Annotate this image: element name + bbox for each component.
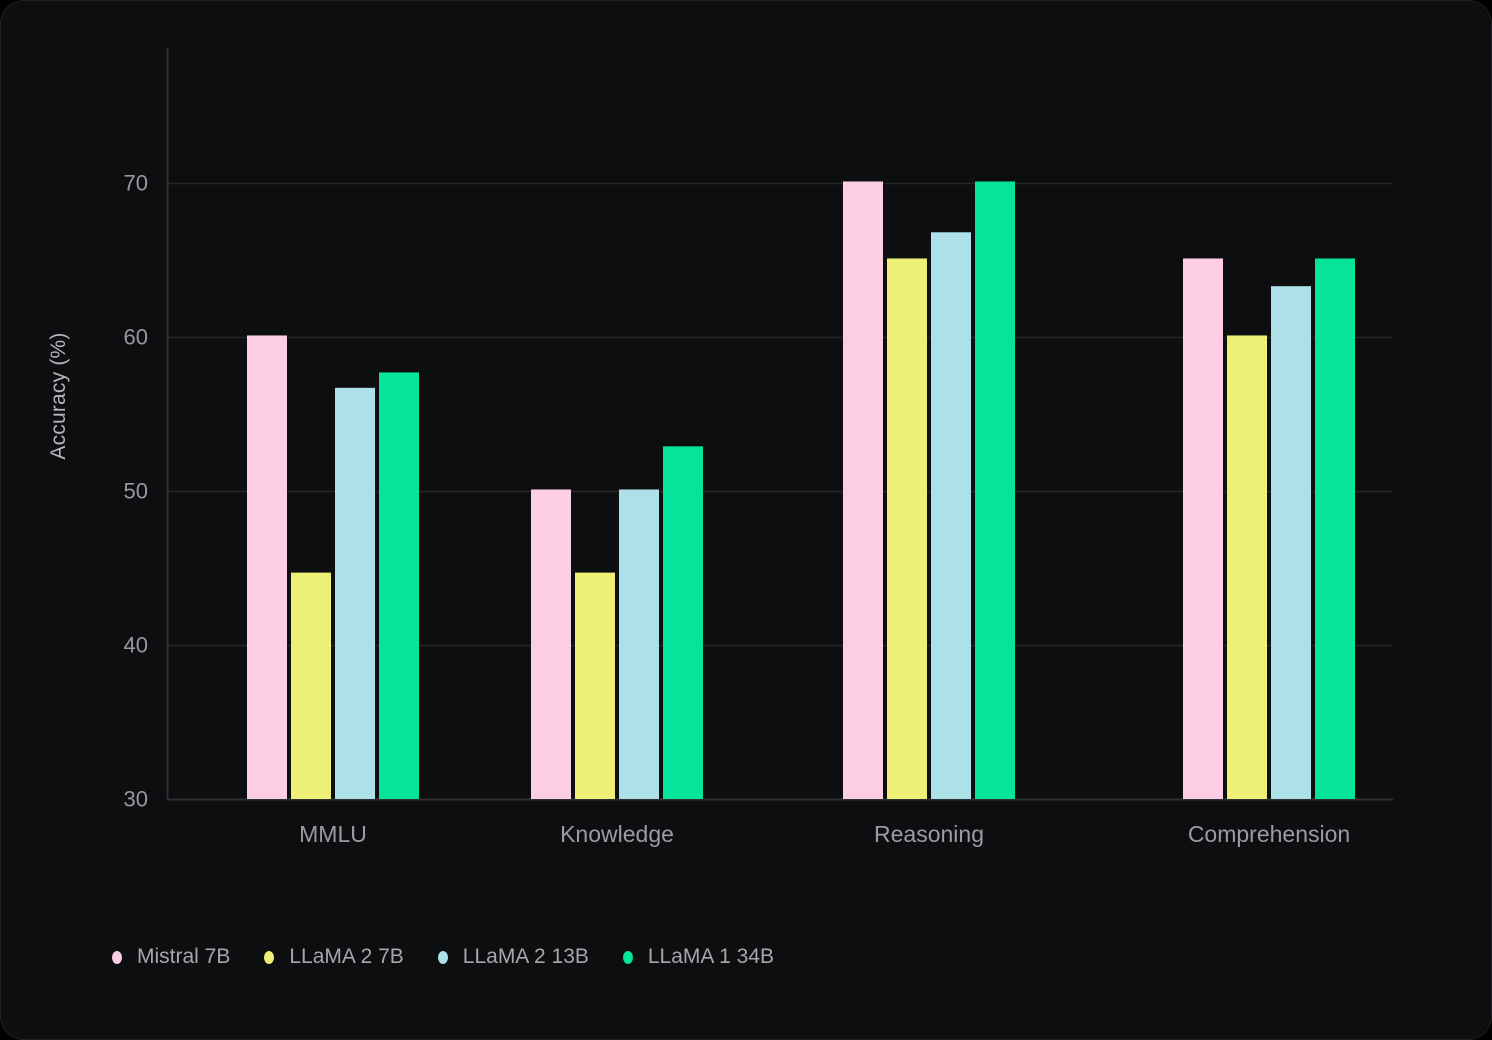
legend-dot-icon [437, 950, 448, 964]
bar-llama-1-34b-mmlu [379, 372, 419, 799]
bar-llama-2-7b-knowledge [575, 572, 615, 799]
legend-label: LLaMA 1 34B [647, 945, 774, 968]
x-category-label-reasoning: Reasoning [874, 821, 984, 847]
bar-llama-2-7b-comprehension [1227, 335, 1267, 799]
bar-mistral-7b-comprehension [1183, 258, 1223, 800]
legend-label: Mistral 7B [137, 945, 231, 968]
legend-label: LLaMA 2 13B [462, 945, 589, 968]
legend-dot-icon [264, 950, 275, 964]
bar-llama-2-13b-reasoning [931, 232, 971, 799]
legend: Mistral 7B LLaMA 2 7B LLaMA 2 13B LLaMA 1 3… [112, 945, 774, 969]
bar-llama-2-13b-mmlu [335, 387, 375, 799]
legend-item-mistral-7b: Mistral 7B [112, 945, 230, 969]
legend-dot-icon [112, 950, 122, 964]
bar-llama-1-34b-comprehension [1315, 258, 1355, 800]
y-axis-title: Accuracy (%) [47, 332, 70, 460]
y-tick-label: 70 [124, 170, 148, 195]
bar-mistral-7b-reasoning [843, 181, 883, 799]
bar-llama-1-34b-knowledge [663, 446, 703, 799]
y-tick-label: 50 [124, 478, 148, 503]
bar-mistral-7b-mmlu [247, 335, 287, 799]
legend-item-llama-2-7b: LLaMA 2 7B [264, 945, 404, 969]
bar-llama-2-7b-mmlu [291, 572, 331, 799]
bar-mistral-7b-knowledge [531, 489, 571, 799]
x-category-label-comprehension: Comprehension [1188, 821, 1350, 847]
legend-dot-icon [622, 950, 633, 964]
bar-llama-1-34b-reasoning [975, 181, 1015, 799]
x-category-label-mmlu: MMLU [299, 821, 367, 847]
y-tick-label: 30 [124, 786, 148, 811]
x-category-label-knowledge: Knowledge [560, 821, 674, 847]
legend-label: LLaMA 2 7B [289, 945, 404, 968]
legend-item-llama-2-13b: LLaMA 2 13B [437, 945, 589, 969]
y-tick-label: 60 [124, 324, 148, 349]
bar-llama-2-13b-knowledge [619, 489, 659, 799]
bar-llama-2-7b-reasoning [887, 258, 927, 800]
y-tick-label: 40 [124, 632, 148, 657]
legend-item-llama-1-34b: LLaMA 1 34B [622, 945, 774, 969]
bar-llama-2-13b-comprehension [1271, 286, 1311, 799]
